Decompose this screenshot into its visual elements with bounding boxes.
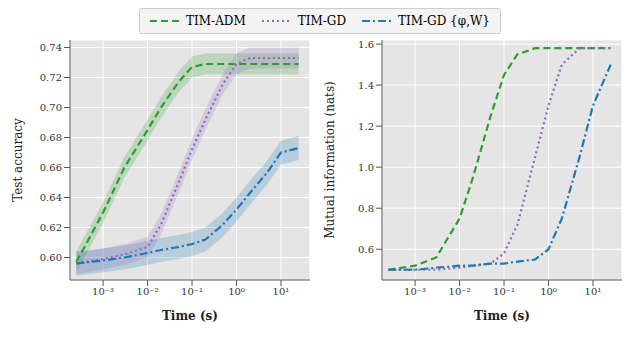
svg-text:Test accuracy: Test accuracy [11,118,25,202]
svg-text:0.60: 0.60 [40,252,62,263]
svg-text:10⁻¹: 10⁻¹ [181,286,203,297]
svg-text:0.68: 0.68 [40,132,62,143]
svg-text:0.74: 0.74 [40,42,62,53]
svg-text:1.2: 1.2 [358,121,374,132]
svg-text:10¹: 10¹ [273,286,290,297]
svg-text:0.64: 0.64 [40,192,62,203]
html-text:TIM-ADM: TIM-ADM [186,14,246,28]
svg-text:Mutual information (nats): Mutual information (nats) [323,81,337,239]
svg-text:1.0: 1.0 [358,162,374,173]
svg-text:0.6: 0.6 [358,244,374,255]
svg-text:Time (s): Time (s) [162,309,218,323]
svg-text:10⁰: 10⁰ [228,286,245,297]
svg-text:10⁻¹: 10⁻¹ [493,286,515,297]
svg-text:0.66: 0.66 [40,162,62,173]
svg-text:0.70: 0.70 [40,102,62,113]
svg-text:10⁻²: 10⁻² [449,286,471,297]
html-text:TIM-GD {φ,W}: TIM-GD {φ,W} [398,14,490,28]
svg-text:10⁻²: 10⁻² [137,286,159,297]
svg-text:0.72: 0.72 [40,72,62,83]
svg-text:10¹: 10¹ [585,286,602,297]
svg-text:10⁰: 10⁰ [540,286,557,297]
svg-text:10⁻³: 10⁻³ [92,286,114,297]
html-text:TIM-GD: TIM-GD [297,14,346,28]
svg-text:0.62: 0.62 [40,222,62,233]
svg-text:Time (s): Time (s) [474,309,530,323]
svg-text:0.8: 0.8 [358,203,374,214]
svg-text:1.6: 1.6 [358,39,374,50]
svg-text:10⁻³: 10⁻³ [404,286,426,297]
svg-text:1.4: 1.4 [358,80,374,91]
